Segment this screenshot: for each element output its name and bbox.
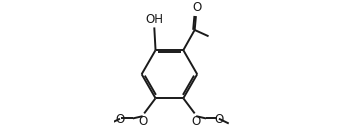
Text: OH: OH — [145, 13, 163, 26]
Text: O: O — [214, 113, 223, 126]
Text: O: O — [191, 115, 201, 128]
Text: O: O — [192, 1, 201, 14]
Text: O: O — [138, 115, 148, 128]
Text: O: O — [115, 113, 125, 126]
